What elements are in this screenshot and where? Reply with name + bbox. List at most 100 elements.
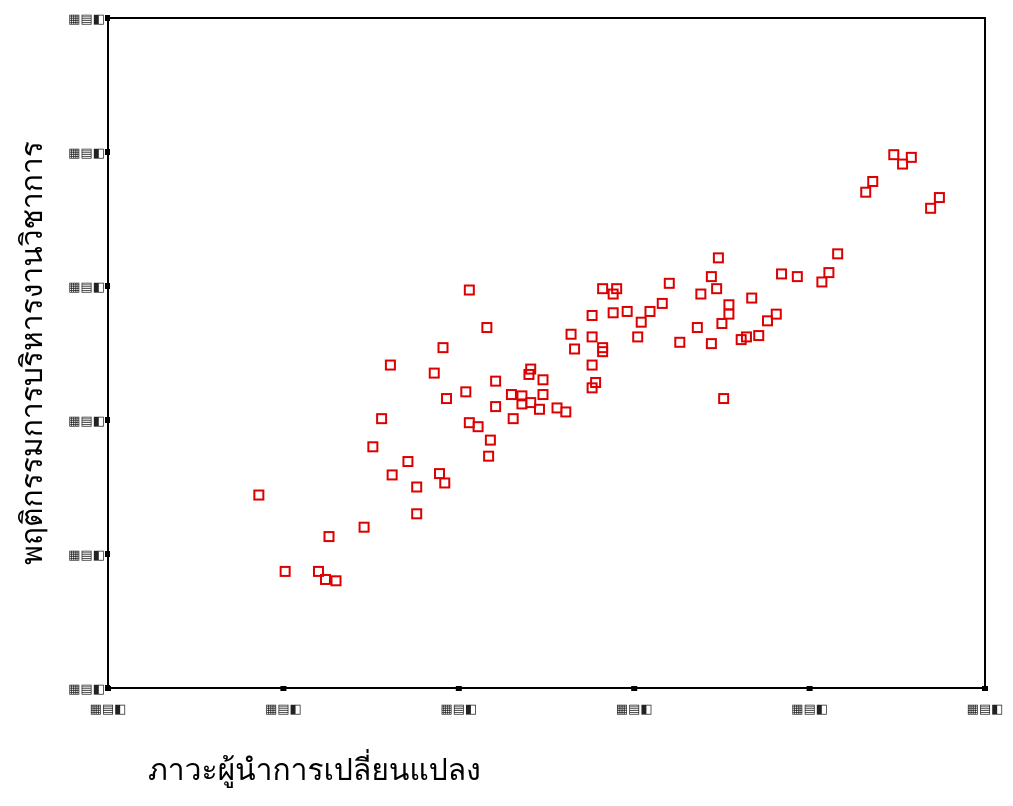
y-tick-label: ▦▤◧ <box>68 414 105 429</box>
data-point <box>537 374 549 386</box>
data-point <box>551 402 563 414</box>
data-point <box>816 276 828 288</box>
data-point <box>723 308 735 320</box>
x-tick-label: ▦▤◧ <box>90 702 127 717</box>
data-point <box>537 389 549 401</box>
data-point <box>376 413 388 425</box>
data-point <box>463 284 475 296</box>
x-tick-label: ▦▤◧ <box>440 702 477 717</box>
data-point <box>439 477 451 489</box>
data-point <box>411 481 423 493</box>
data-point <box>525 397 537 409</box>
data-point <box>565 328 577 340</box>
y-tick-mark <box>105 149 110 155</box>
data-point <box>490 375 502 387</box>
data-point <box>428 367 440 379</box>
x-axis-title: ภาวะผู้นำการเปลี่ยนแปลง <box>148 749 481 788</box>
data-point <box>746 292 758 304</box>
y-tick-mark <box>105 15 110 21</box>
y-tick-label: ▦▤◧ <box>68 548 105 563</box>
data-point <box>253 489 265 501</box>
data-point <box>330 575 342 587</box>
data-point <box>716 318 728 330</box>
data-point <box>505 389 517 401</box>
data-point <box>897 158 909 170</box>
y-tick-mark <box>105 551 110 557</box>
x-tick-label: ▦▤◧ <box>616 702 653 717</box>
data-point <box>776 268 788 280</box>
data-point <box>463 417 475 429</box>
data-point <box>312 565 324 577</box>
data-point <box>663 277 675 289</box>
data-point <box>586 359 598 371</box>
y-tick-label: ▦▤◧ <box>68 280 105 295</box>
y-tick-mark <box>105 685 110 691</box>
data-point <box>753 330 765 342</box>
data-point <box>507 413 519 425</box>
data-point <box>569 343 581 355</box>
data-point <box>621 305 633 317</box>
data-point <box>411 508 423 520</box>
data-point <box>740 331 752 343</box>
data-point <box>586 309 598 321</box>
data-point <box>691 322 703 334</box>
data-point <box>712 252 724 264</box>
data-point <box>586 331 598 343</box>
data-point <box>597 283 609 295</box>
data-point <box>925 202 937 214</box>
data-point <box>323 531 335 543</box>
data-point <box>533 403 545 415</box>
data-point <box>516 390 528 402</box>
data-point <box>484 434 496 446</box>
y-tick-label: ▦▤◧ <box>68 12 105 27</box>
data-point <box>860 186 872 198</box>
data-point <box>279 565 291 577</box>
plot-frame <box>107 17 986 689</box>
data-point <box>434 468 446 480</box>
data-point <box>888 149 900 161</box>
data-point <box>695 288 707 300</box>
data-point <box>905 151 917 163</box>
data-point <box>711 283 723 295</box>
data-point <box>607 307 619 319</box>
data-point <box>402 456 414 468</box>
y-tick-mark <box>105 283 110 289</box>
data-point <box>319 573 331 585</box>
x-tick-label: ▦▤◧ <box>967 702 1004 717</box>
data-point <box>481 322 493 334</box>
data-point <box>472 421 484 433</box>
data-point <box>460 386 472 398</box>
x-tick-mark <box>982 686 988 691</box>
data-point <box>823 267 835 279</box>
data-point <box>867 175 879 187</box>
data-point <box>770 308 782 320</box>
data-point <box>597 346 609 358</box>
data-point <box>560 406 572 418</box>
data-point <box>358 521 370 533</box>
x-tick-mark <box>631 686 638 691</box>
y-tick-label: ▦▤◧ <box>68 146 105 161</box>
data-point <box>367 441 379 453</box>
data-point <box>441 393 453 405</box>
data-point <box>718 393 730 405</box>
x-tick-mark <box>455 686 462 691</box>
x-tick-mark <box>280 686 287 691</box>
data-point <box>832 248 844 260</box>
data-point <box>483 450 495 462</box>
data-point <box>437 342 449 354</box>
y-tick-label: ▦▤◧ <box>68 682 105 697</box>
y-tick-mark <box>105 417 110 423</box>
data-point <box>723 299 735 311</box>
y-axis-title: พฤติกรรมการบริหารงานวิชาการ <box>15 141 50 565</box>
x-tick-mark <box>806 686 813 691</box>
data-point <box>386 469 398 481</box>
data-point <box>611 283 623 295</box>
data-point <box>933 192 945 204</box>
data-point <box>656 297 668 309</box>
data-point <box>791 271 803 283</box>
data-point <box>762 315 774 327</box>
x-tick-label: ▦▤◧ <box>265 702 302 717</box>
data-point <box>525 363 537 375</box>
data-point <box>705 338 717 350</box>
